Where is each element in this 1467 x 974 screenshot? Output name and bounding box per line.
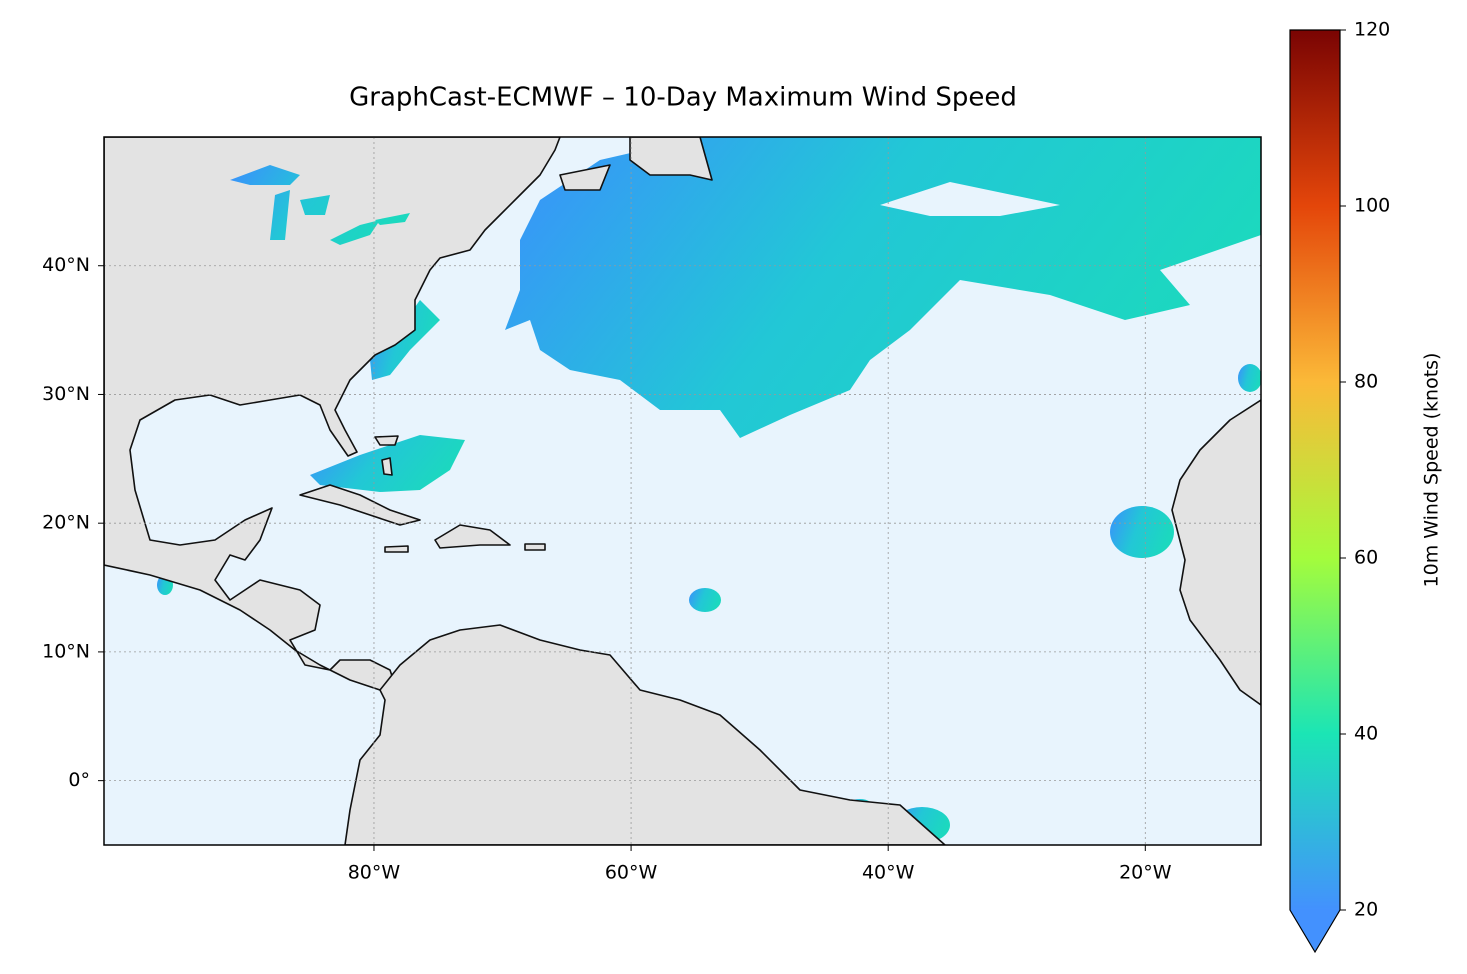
hispaniola bbox=[434, 524, 511, 549]
colorbar-tick-label: 80 bbox=[1354, 371, 1378, 393]
y-tick-label: 20°N bbox=[42, 512, 90, 534]
jamaica bbox=[384, 545, 409, 553]
wind-field bbox=[689, 588, 721, 612]
colorbar-tick-label: 20 bbox=[1354, 899, 1378, 921]
colorbar-extend bbox=[1290, 910, 1340, 952]
x-tick-label: 20°W bbox=[1119, 862, 1172, 884]
y-tick-label: 0° bbox=[68, 769, 90, 791]
wind-field bbox=[1110, 506, 1174, 558]
colorbar bbox=[1290, 30, 1340, 910]
colorbar-tick-label: 120 bbox=[1354, 19, 1390, 41]
wind-field bbox=[370, 300, 440, 380]
colorbar-label: 10m Wind Speed (knots) bbox=[1421, 353, 1443, 588]
great-lakes bbox=[230, 165, 410, 245]
bahamas bbox=[374, 435, 399, 476]
puerto-rico bbox=[524, 543, 546, 551]
africa bbox=[1171, 399, 1261, 706]
colorbar-tick-label: 100 bbox=[1354, 195, 1390, 217]
y-tick-label: 30°N bbox=[42, 383, 90, 405]
colorbar-frame bbox=[1289, 29, 1341, 954]
map bbox=[104, 137, 1261, 845]
map-frame bbox=[103, 136, 1262, 846]
cuba bbox=[299, 484, 421, 526]
wind-field bbox=[1238, 364, 1261, 392]
colorbar-tick-label: 40 bbox=[1354, 723, 1378, 745]
colorbar-tick-label: 60 bbox=[1354, 547, 1378, 569]
grid bbox=[104, 137, 1261, 845]
x-tick-label: 80°W bbox=[348, 862, 401, 884]
y-tick-label: 40°N bbox=[42, 254, 90, 276]
south-america bbox=[344, 624, 946, 845]
x-tick-label: 60°W bbox=[605, 862, 658, 884]
y-tick-label: 10°N bbox=[42, 640, 90, 662]
chart-title: GraphCast-ECMWF – 10-Day Maximum Wind Sp… bbox=[349, 83, 1017, 113]
x-tick-label: 40°W bbox=[862, 862, 915, 884]
greenland-coast bbox=[559, 137, 713, 191]
calm-area bbox=[880, 182, 1060, 216]
wind-field bbox=[505, 137, 1261, 438]
